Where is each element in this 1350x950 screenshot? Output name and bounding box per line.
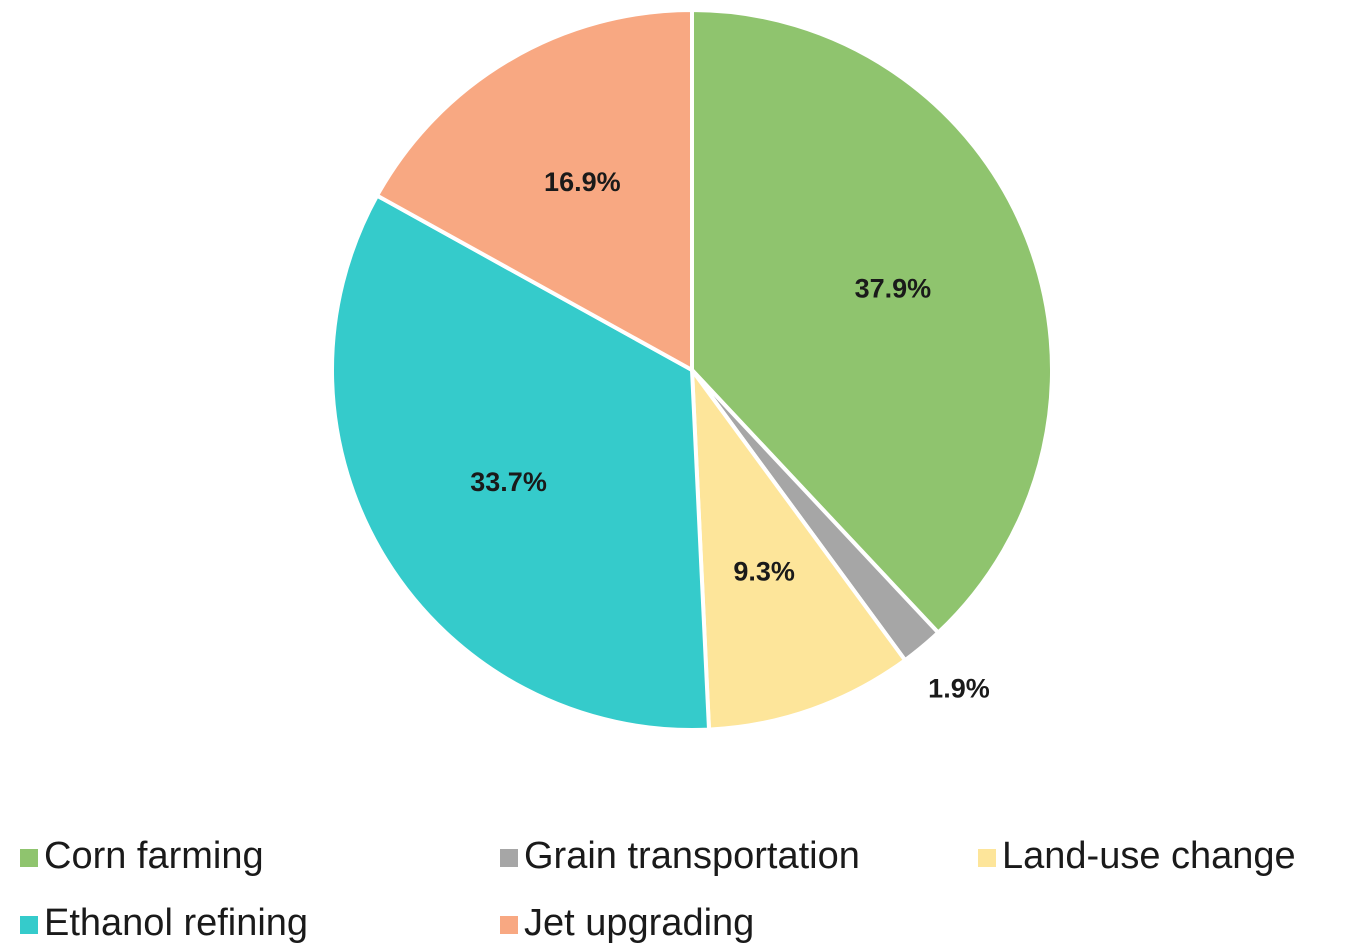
slice-label: 9.3% (733, 557, 795, 587)
legend-swatch (500, 916, 518, 934)
slice-labels: 37.9% 1.9% 9.3% 33.7% 16.9% (470, 167, 989, 703)
pie-slice (689, 363, 908, 732)
slice-label: 33.7% (470, 467, 547, 497)
legend: Corn farming Grain transportation Land-use… (20, 835, 1296, 944)
legend-label: Corn farming (44, 835, 264, 877)
pie-slice (690, 7, 1054, 636)
legend-swatch (20, 849, 38, 867)
slice-label: 1.9% (928, 673, 990, 703)
legend-label: Grain transportation (524, 835, 860, 877)
legend-label: Jet upgrading (524, 902, 754, 944)
legend-swatch (978, 849, 996, 867)
legend-label: Land-use change (1002, 835, 1296, 877)
pie (330, 7, 1054, 732)
pie-slice (374, 7, 694, 374)
legend-label: Ethanol refining (44, 902, 308, 944)
legend-swatch (500, 849, 518, 867)
legend-swatch (20, 916, 38, 934)
slice-label: 16.9% (544, 167, 621, 197)
slice-label: 37.9% (855, 274, 932, 304)
